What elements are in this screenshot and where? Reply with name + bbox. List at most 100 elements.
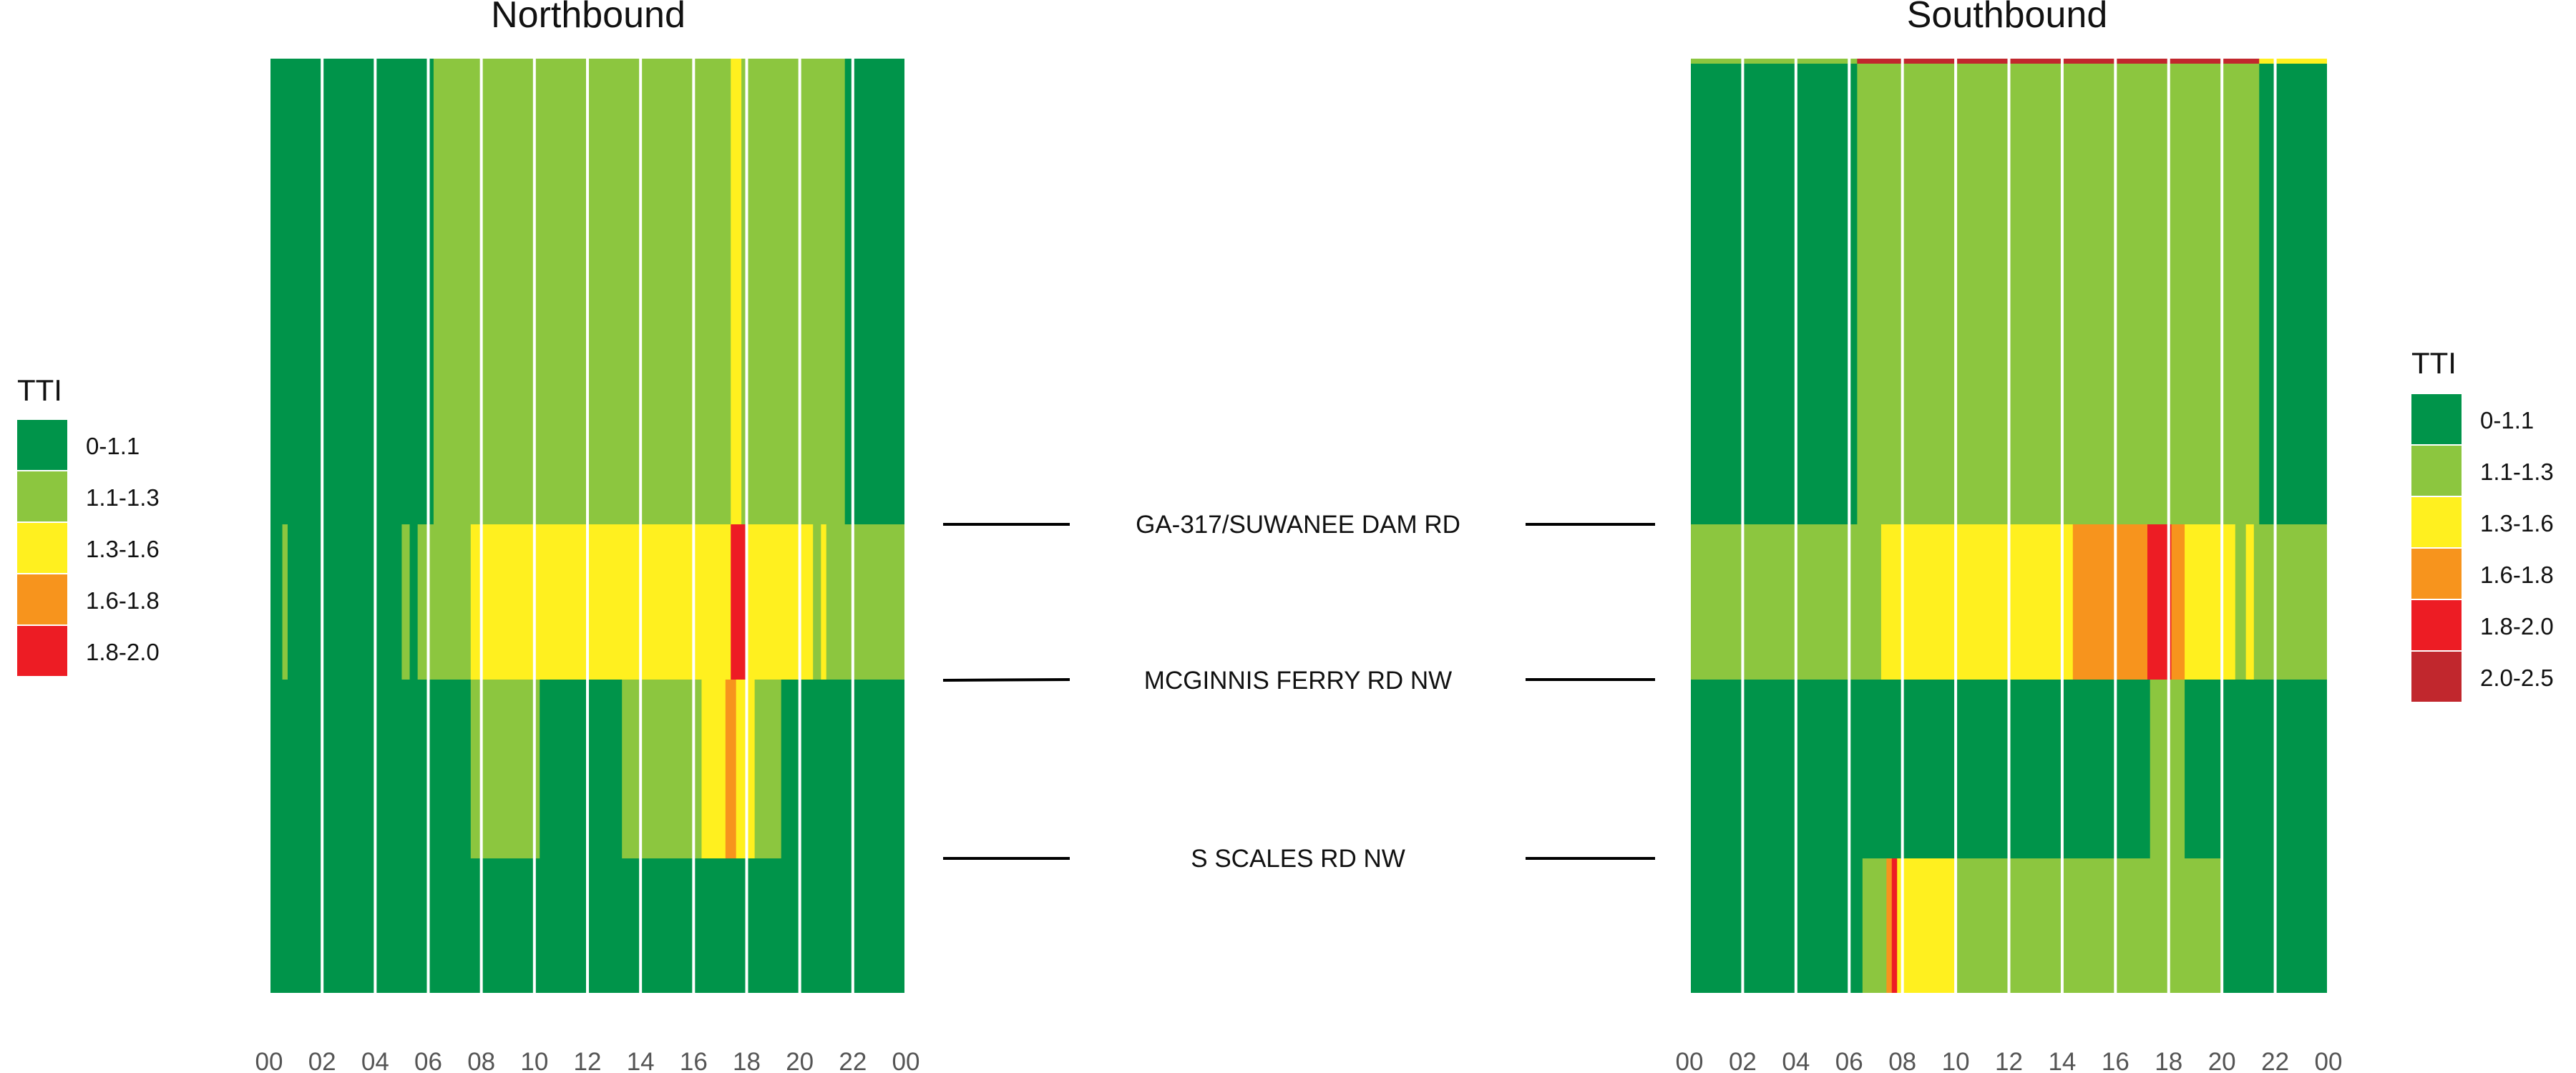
heatmap-cell	[1857, 59, 2260, 524]
heatmap-cell	[2259, 59, 2328, 64]
heatmap-cell	[741, 59, 846, 524]
segment-label-ga317: GA-317/SUWANEE DAM RD	[1136, 511, 1460, 539]
x-tick-label: 12	[574, 1048, 602, 1073]
heatmap-cell	[433, 59, 731, 524]
heatmap-cell	[287, 524, 403, 680]
heatmap-cell	[1891, 858, 1898, 993]
heatmap-cell	[1689, 59, 1858, 524]
legend-label: 1.8-2.0	[86, 639, 160, 665]
heatmap-cell	[1689, 524, 1882, 680]
heatmap-cell	[821, 524, 827, 680]
segment-labels: GA-317/SUWANEE DAM RD MCGINNIS FERRY RD …	[942, 511, 1655, 873]
x-tick-label: 10	[520, 1048, 548, 1073]
northbound-title: Northbound	[491, 0, 686, 36]
x-tick-label: 04	[361, 1048, 389, 1073]
legend-right: TTI 0-1.1 1.1-1.3 1.3-1.6 1.6-1.8 1.8-2.0 2.0-…	[2411, 346, 2554, 702]
x-tick-label: 12	[1995, 1048, 2023, 1073]
southbound-heatmap	[1688, 59, 2330, 993]
heatmap-cell	[1689, 858, 1863, 993]
heatmap-cell	[540, 680, 623, 858]
legend-title: TTI	[17, 373, 62, 407]
legend-label: 1.1-1.3	[2480, 459, 2554, 485]
heatmap-cell	[2185, 680, 2329, 858]
heatmap-cell	[269, 524, 283, 680]
segment-label-mcginnis: MCGINNIS FERRY RD NW	[1144, 667, 1452, 695]
heatmap-cell	[282, 524, 288, 680]
x-tick-label: 00	[255, 1048, 283, 1073]
heatmap-cell	[1886, 858, 1893, 993]
legend-swatch	[17, 523, 67, 573]
x-tick-label: 00	[1676, 1048, 1704, 1073]
x-tick-label: 16	[680, 1048, 708, 1073]
legend-swatch	[2411, 549, 2462, 599]
heatmap-cell	[813, 524, 821, 680]
x-tick-label: 04	[1782, 1048, 1810, 1073]
heatmap-cell	[1956, 858, 2223, 993]
x-tick-label: 22	[839, 1048, 867, 1073]
heatmap-cell	[2171, 524, 2185, 680]
x-tick-label: 16	[2102, 1048, 2129, 1073]
heatmap-cell	[844, 59, 907, 524]
legend-swatch	[17, 574, 67, 624]
x-tick-label: 10	[1942, 1048, 1970, 1073]
x-tick-label: 06	[1835, 1048, 1863, 1073]
heatmap-cell	[754, 680, 782, 858]
heatmap-cell	[401, 524, 411, 680]
x-tick-label: 08	[467, 1048, 495, 1073]
heatmap-cell	[1880, 524, 2074, 680]
heatmap-cell	[417, 524, 472, 680]
heatmap-cell	[2259, 59, 2329, 524]
heatmap-cell	[2235, 524, 2247, 680]
x-tick-label: 06	[414, 1048, 442, 1073]
heatmap-cell	[1689, 59, 1858, 64]
northbound-heatmap	[268, 59, 907, 993]
legend-left: TTI 0-1.1 1.1-1.3 1.3-1.6 1.6-1.8 1.8-2.0	[17, 373, 160, 676]
legend-label: 1.6-1.8	[86, 587, 160, 614]
x-tick-label: 20	[2208, 1048, 2236, 1073]
x-tick-label: 14	[627, 1048, 655, 1073]
x-tick-label: 18	[733, 1048, 761, 1073]
northbound-x-axis: 00 02 04 06 08 10 12 14 16 18 20 22 00	[255, 1048, 920, 1073]
x-tick-label: 08	[1888, 1048, 1916, 1073]
legend-label: 1.1-1.3	[86, 484, 160, 511]
heatmap-cell	[1857, 59, 2260, 64]
heatmap-cell	[2253, 524, 2329, 680]
heatmap-cell	[746, 524, 814, 680]
heatmap-cell	[1862, 858, 1887, 993]
heatmap-cell	[731, 59, 742, 524]
legend-swatch	[17, 420, 67, 470]
x-tick-label: 22	[2261, 1048, 2289, 1073]
heatmap-cell	[269, 680, 472, 858]
legend-label: 1.8-2.0	[2480, 613, 2554, 640]
legend-swatch	[2411, 497, 2462, 547]
x-tick-label: 14	[2048, 1048, 2076, 1073]
heatmap-cell	[781, 680, 907, 858]
legend-swatch	[2411, 652, 2462, 702]
heatmap-cell	[1897, 858, 1956, 993]
heatmap-cell	[622, 680, 703, 858]
legend-label: 1.3-1.6	[2480, 510, 2554, 536]
legend-swatch	[17, 626, 67, 676]
legend-label: 0-1.1	[2480, 407, 2534, 433]
legend-label: 0-1.1	[86, 433, 140, 459]
x-tick-label: 20	[786, 1048, 814, 1073]
legend-swatch	[2411, 394, 2462, 444]
x-tick-label: 02	[308, 1048, 336, 1073]
legend-label: 1.3-1.6	[86, 536, 160, 562]
legend-swatch	[2411, 446, 2462, 496]
x-tick-label: 00	[892, 1048, 920, 1073]
x-tick-label: 18	[2155, 1048, 2182, 1073]
legend-swatch	[17, 471, 67, 521]
heatmap-cell	[2185, 524, 2236, 680]
x-tick-label: 00	[2315, 1048, 2343, 1073]
legend-label: 1.6-1.8	[2480, 562, 2554, 588]
heatmap-cell	[701, 680, 726, 858]
heatmap-cell	[409, 524, 419, 680]
heatmap-cell	[731, 524, 748, 680]
southbound-x-axis: 00 02 04 06 08 10 12 14 16 18 20 22 00	[1676, 1048, 2343, 1073]
heatmap-cell	[725, 680, 737, 858]
legend-title: TTI	[2411, 346, 2457, 380]
heatmap-cell	[826, 524, 907, 680]
southbound-title: Southbound	[1907, 0, 2108, 36]
